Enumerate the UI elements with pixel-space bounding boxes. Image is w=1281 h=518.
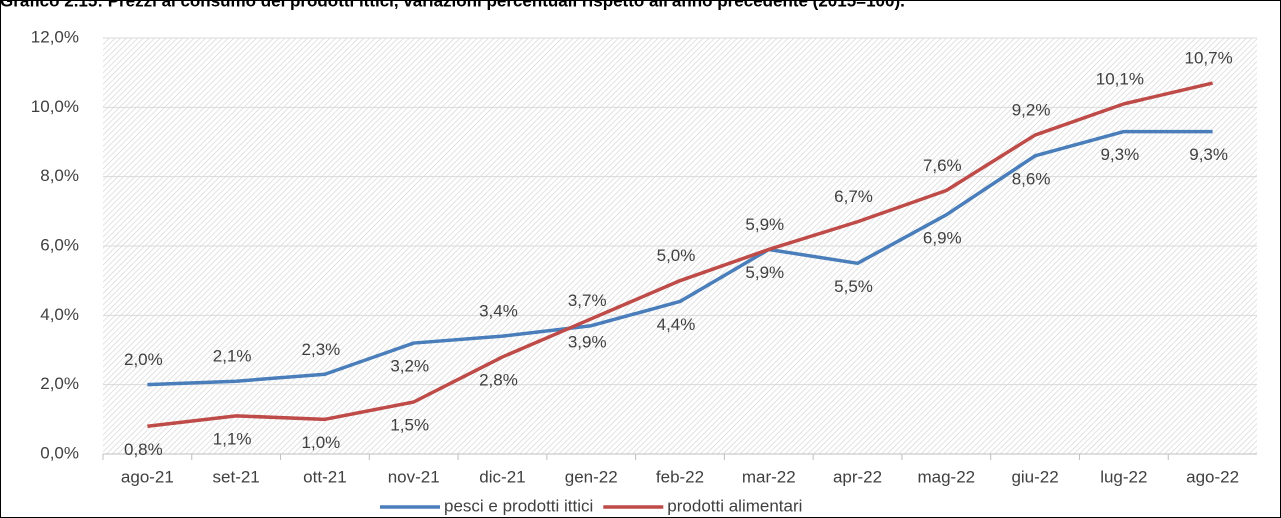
- x-tick-label: gen-22: [565, 467, 618, 486]
- data-label: 1,1%: [213, 429, 252, 448]
- data-label: 6,9%: [923, 228, 962, 247]
- x-tick-label: set-21: [213, 467, 260, 486]
- data-label: 10,1%: [1096, 69, 1144, 88]
- data-label: 9,2%: [1012, 101, 1051, 120]
- chart-title: Grafico 2.15: Prezzi al consumo dei prod…: [0, 0, 905, 10]
- data-label: 6,7%: [834, 187, 873, 206]
- y-tick-label: 12,0%: [31, 27, 79, 46]
- y-tick-label: 8,0%: [40, 166, 79, 185]
- data-label: 5,9%: [745, 215, 784, 234]
- data-label: 1,5%: [390, 415, 429, 434]
- data-label: 5,0%: [657, 246, 696, 265]
- data-label: 1,0%: [302, 433, 341, 452]
- data-label: 4,4%: [657, 315, 696, 334]
- y-tick-label: 0,0%: [40, 443, 79, 462]
- x-tick-label: dic-21: [479, 467, 525, 486]
- y-tick-label: 2,0%: [40, 374, 79, 393]
- y-tick-label: 4,0%: [40, 305, 79, 324]
- x-tick-label: feb-22: [656, 467, 704, 486]
- data-label: 3,7%: [568, 291, 607, 310]
- data-label: 2,1%: [213, 347, 252, 366]
- data-label: 8,6%: [1012, 169, 1051, 188]
- x-tick-label: mag-22: [917, 467, 975, 486]
- data-label: 3,4%: [479, 302, 518, 321]
- data-label: 3,9%: [568, 332, 607, 351]
- y-tick-label: 10,0%: [31, 97, 79, 116]
- legend-label: prodotti alimentari: [667, 496, 802, 515]
- x-tick-label: lug-22: [1100, 467, 1147, 486]
- data-label: 0,8%: [124, 440, 163, 459]
- x-tick-label: ago-21: [121, 467, 174, 486]
- data-label: 7,6%: [923, 156, 962, 175]
- data-label: 9,3%: [1100, 145, 1139, 164]
- data-label: 5,9%: [745, 263, 784, 282]
- data-label: 2,3%: [302, 340, 341, 359]
- legend-label: pesci e prodotti ittici: [444, 496, 593, 515]
- data-label: 5,5%: [834, 277, 873, 296]
- x-tick-label: giu-22: [1011, 467, 1058, 486]
- data-label: 2,8%: [479, 370, 518, 389]
- data-label: 2,0%: [124, 350, 163, 369]
- x-tick-label: ott-21: [303, 467, 346, 486]
- data-label: 3,2%: [390, 357, 429, 376]
- x-tick-label: apr-22: [833, 467, 882, 486]
- y-tick-label: 6,0%: [40, 235, 79, 254]
- series-line: [147, 81, 1214, 429]
- x-tick-label: ago-22: [1186, 467, 1239, 486]
- series-line: [147, 129, 1213, 387]
- x-tick-label: nov-21: [388, 467, 440, 486]
- data-label: 10,7%: [1185, 49, 1233, 68]
- data-label: 9,3%: [1189, 145, 1228, 164]
- x-tick-label: mar-22: [742, 467, 796, 486]
